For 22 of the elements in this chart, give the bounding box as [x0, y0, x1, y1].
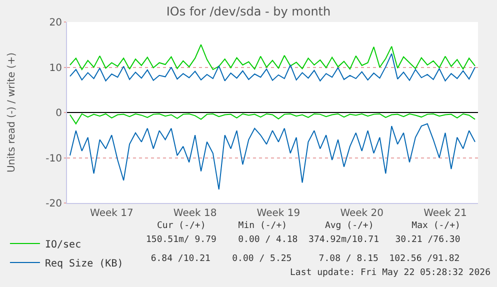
line-series [69, 53, 476, 82]
line-series [69, 123, 476, 190]
text: Last update: Fri May 22 05:28:32 2026 [290, 268, 490, 278]
x-tick-label: Week 17 [90, 208, 134, 219]
x-tick-label: Week 20 [340, 208, 384, 219]
y-tick-label: 10 [49, 62, 62, 74]
y-axis-title: Units read (-) / write (+) [6, 52, 18, 172]
x-tick-label: Week 19 [256, 208, 300, 219]
line-series [69, 113, 476, 124]
legend-label: IO/sec [44, 239, 82, 250]
legend-label: Req Size (KB) [44, 258, 124, 270]
y-tick-label: -20 [46, 198, 62, 210]
y-tick-label: 0 [56, 108, 62, 119]
y-tick-label: -10 [46, 153, 62, 164]
x-tick-label: Week 18 [173, 208, 217, 219]
x-tick-label: Week 21 [424, 208, 467, 219]
text: 6.84 /10.21 0.00 / 5.25 7.08 / 8.15 102.56 /91.82 [140, 254, 460, 264]
chart-title: IOs for /dev/sda - by month [166, 4, 331, 19]
text: Cur (-/+) Min (-/+) Avg (-/+) Max (-/+) [157, 221, 460, 231]
y-tick-label: 20 [49, 18, 62, 28]
text: 150.51m/ 9.79 0.00 / 4.18 374.92m/10.71 30.21 /76.30 [146, 235, 460, 245]
line-series [69, 44, 476, 70]
